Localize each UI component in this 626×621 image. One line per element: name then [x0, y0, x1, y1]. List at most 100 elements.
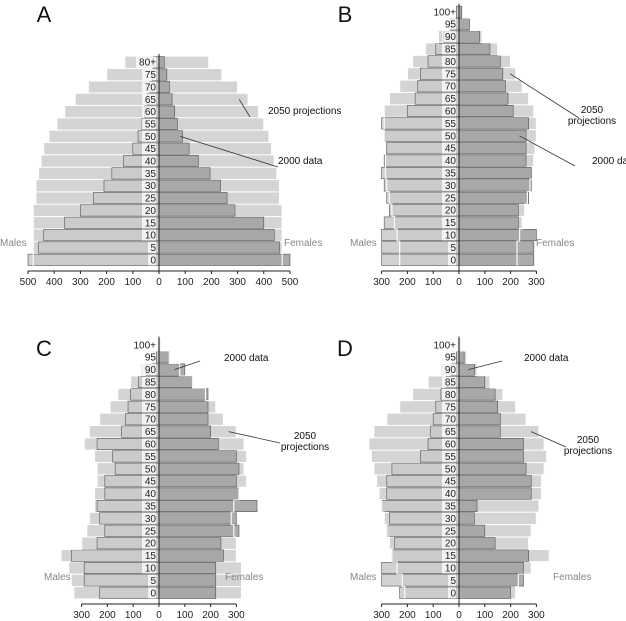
data-bar-female — [158, 549, 224, 562]
x-tick-label: 200 — [203, 277, 220, 288]
age-label: 95 — [145, 353, 157, 364]
data-bar-female — [158, 437, 219, 450]
projection-outline-female — [459, 338, 550, 599]
age-label-bg — [142, 525, 156, 537]
x-tick-label: 200 — [502, 277, 519, 288]
age-label-bg — [142, 376, 156, 388]
age-label: 40 — [445, 156, 457, 167]
age-label: 50 — [445, 131, 457, 142]
age-label: 40 — [445, 489, 457, 500]
projection-bar-female — [159, 93, 249, 105]
age-label-bg — [430, 339, 456, 351]
age-label: 35 — [145, 502, 157, 513]
age-label-bg — [142, 475, 156, 487]
data-bar-male — [381, 574, 460, 587]
females-label: Females — [536, 238, 574, 249]
age-label-bg — [142, 180, 156, 192]
data-bar-female — [458, 586, 511, 599]
data-bar-female — [458, 92, 509, 105]
age-label-bg — [442, 68, 456, 80]
annotation-leader — [530, 431, 567, 448]
age-label: 85 — [145, 378, 157, 389]
annotation-label: 2000 data — [524, 353, 569, 364]
data-bar-female — [458, 375, 486, 388]
x-tick-label: 500 — [20, 277, 37, 288]
x-tick-label: 200 — [99, 610, 116, 621]
projection-outline-female — [208, 56, 283, 266]
males-label: Males — [350, 238, 377, 249]
data-bar-male — [381, 241, 460, 254]
age-label: 35 — [145, 169, 157, 180]
age-label-bg — [448, 241, 456, 253]
x-tick-label: 200 — [98, 277, 115, 288]
annotation-line-2: projections — [564, 446, 612, 457]
annotation-line-1: 2050 — [581, 105, 604, 116]
age-label: 15 — [445, 551, 457, 562]
age-label: 80 — [445, 390, 457, 401]
panel-c: C051015202530354045505560657075808590951… — [36, 336, 329, 621]
projection-bar-male — [75, 93, 159, 105]
annotation-leader — [174, 360, 201, 370]
age-label-bg — [142, 204, 156, 216]
age-label-bg — [442, 401, 456, 413]
age-label-bg — [442, 217, 456, 229]
age-label-bg — [442, 179, 456, 191]
data-bar-female — [458, 351, 465, 364]
age-label: 95 — [445, 353, 457, 364]
age-label: 0 — [450, 255, 456, 266]
age-label-bg — [442, 105, 456, 117]
x-tick-label: 300 — [73, 610, 90, 621]
males-label: Males — [350, 572, 377, 583]
data-bar-female — [158, 229, 275, 242]
data-bar-female — [158, 192, 228, 205]
projection-bar-female — [159, 118, 264, 130]
age-label-bg — [448, 587, 456, 599]
data-bar-female — [458, 253, 535, 266]
projection-bar-female — [459, 500, 539, 512]
age-label: 90 — [445, 32, 457, 43]
age-label: 80 — [445, 57, 457, 68]
panel-letter: D — [337, 336, 353, 361]
age-label: 20 — [145, 539, 157, 550]
age-label-bg — [142, 106, 156, 118]
data-bar-female — [158, 450, 237, 463]
age-label: 15 — [145, 218, 157, 229]
data-bar-female — [458, 154, 527, 167]
data-bar-female — [458, 363, 475, 376]
age-label-bg — [448, 574, 456, 586]
x-tick-label: 500 — [282, 277, 299, 288]
age-label-bg — [142, 364, 156, 376]
x-tick-label: 100 — [124, 277, 141, 288]
projection-bar-male — [38, 167, 160, 180]
age-label: 60 — [145, 440, 157, 451]
annotation-line-2: projections — [568, 116, 616, 127]
age-label-bg — [142, 401, 156, 413]
data-bar-female — [158, 375, 193, 388]
data-bar-female — [158, 130, 183, 143]
age-label-bg — [442, 450, 456, 462]
x-tick-label: 100 — [476, 277, 493, 288]
data-bar-female — [458, 487, 532, 500]
age-label: 90 — [445, 365, 457, 376]
data-bar-female — [458, 462, 527, 475]
females-label: Females — [553, 572, 591, 583]
age-label: 85 — [445, 378, 457, 389]
age-label-bg — [142, 500, 156, 512]
annotation-label: 2050 projections — [281, 431, 329, 453]
projection-outline-male — [60, 338, 159, 599]
age-label-bg — [142, 143, 156, 155]
projection-bar-female — [159, 105, 259, 118]
age-label-bg — [442, 500, 456, 512]
data-bar-male — [38, 241, 160, 254]
data-bar-female — [458, 537, 496, 550]
data-bar-female — [458, 400, 499, 413]
age-label: 5 — [450, 243, 456, 254]
x-tick-label: 300 — [228, 610, 245, 621]
projection-bar-female — [159, 56, 209, 68]
x-tick-label: 200 — [399, 610, 416, 621]
projection-bar-male — [64, 105, 159, 118]
data-bar-female — [458, 167, 532, 180]
age-label: 85 — [445, 45, 457, 56]
data-bar-female — [158, 475, 237, 488]
annotation-label: 2050 projections — [268, 106, 341, 117]
